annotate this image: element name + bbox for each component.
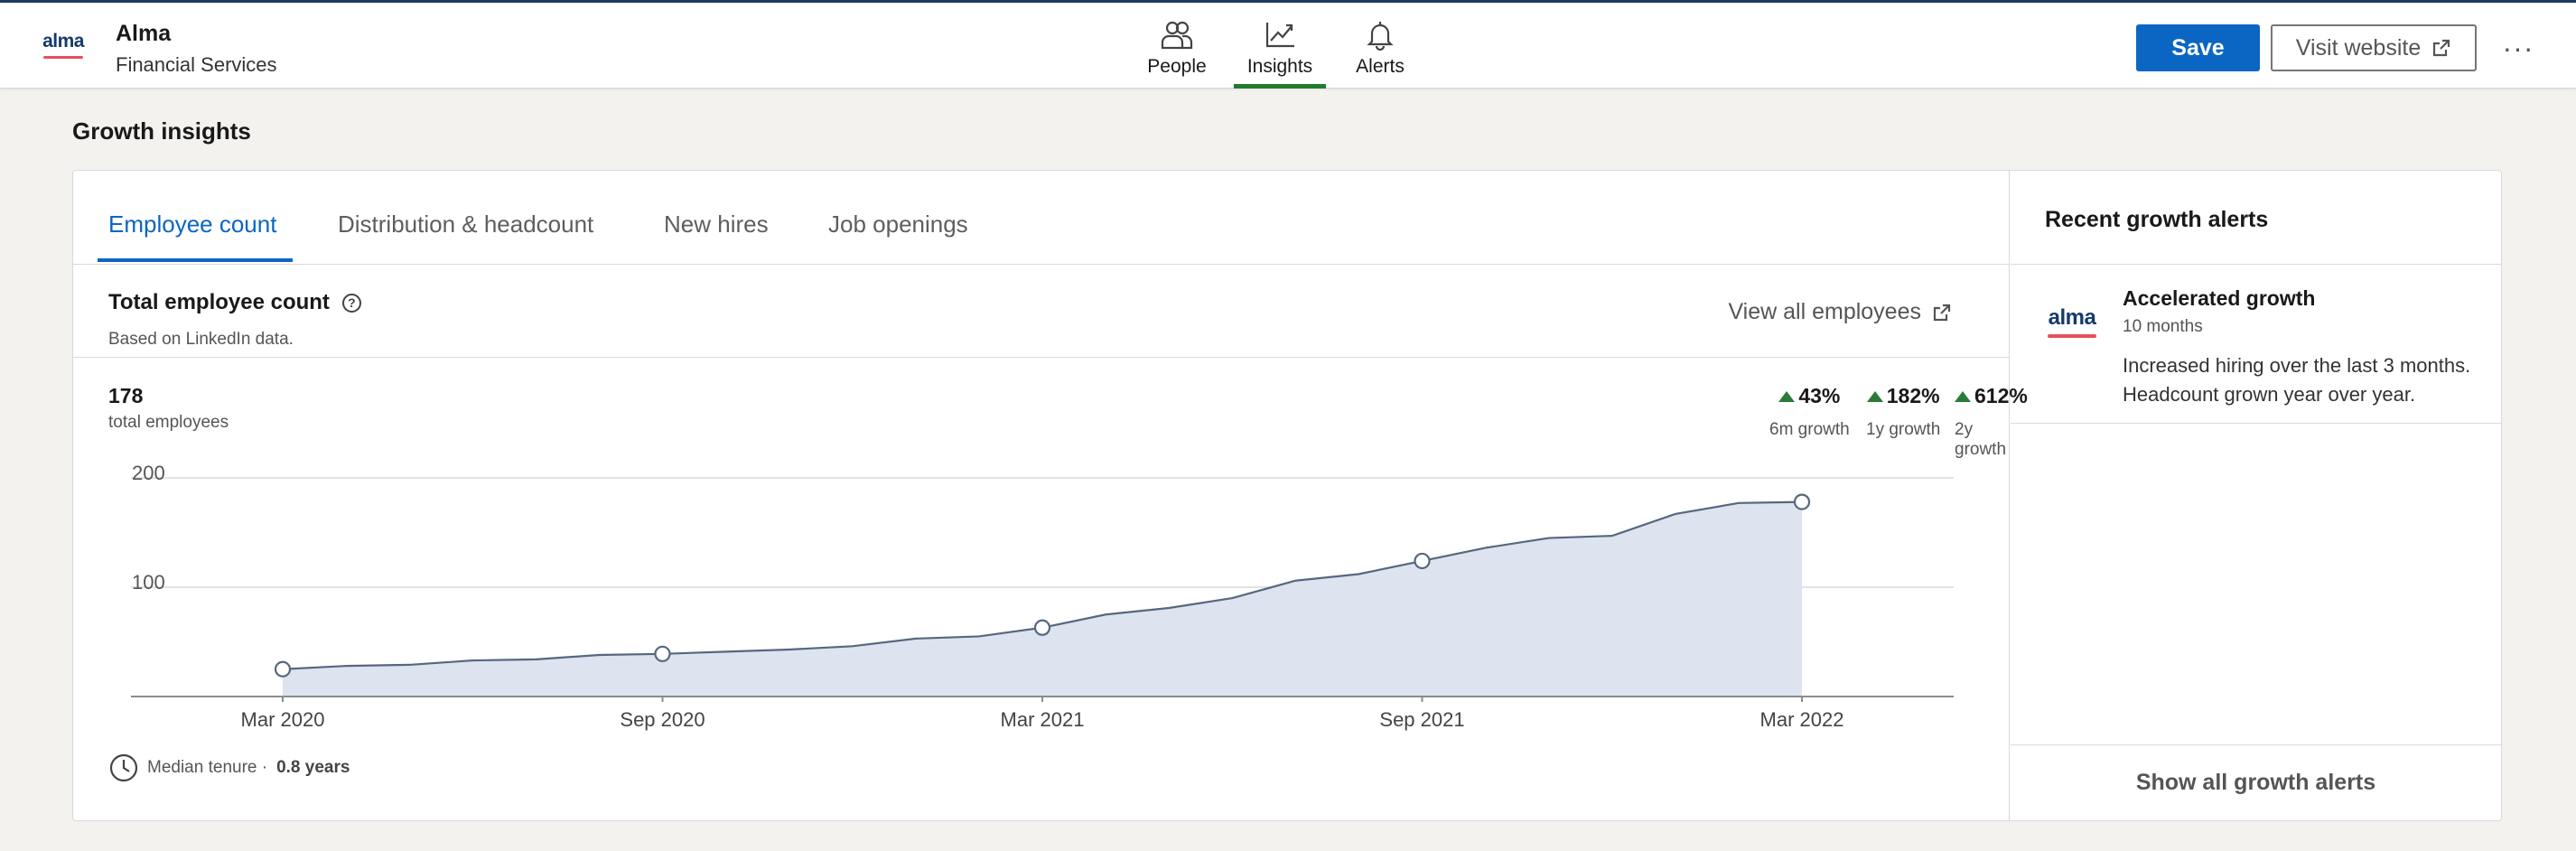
- alert-item[interactable]: alma Accelerated growth 10 months Increa…: [2011, 265, 2501, 424]
- nav-insights-label: Insights: [1246, 56, 1313, 77]
- employee-count-panel: Employee count Distribution & headcount …: [73, 171, 2028, 820]
- stat-subtitle: Based on LinkedIn data.: [108, 330, 294, 349]
- stat-header: Total employee count ? Based on LinkedIn…: [73, 265, 2010, 358]
- company-logo[interactable]: alma: [36, 23, 90, 68]
- logo-text: alma: [42, 31, 84, 51]
- alert-logo-underline: [2048, 334, 2096, 338]
- growth-1y: 182% 1y growth: [1866, 384, 1940, 440]
- visit-website-label: Visit website: [2295, 34, 2422, 61]
- total-employees-label: total employees: [108, 413, 229, 432]
- company-industry: Financial Services: [116, 53, 277, 76]
- growth-2y: 612% 2y growth: [1955, 384, 2028, 460]
- show-all-growth-alerts-button[interactable]: Show all growth alerts: [2011, 744, 2501, 820]
- company-name[interactable]: Alma: [116, 21, 172, 46]
- x-tick-label: Mar 2022: [1760, 708, 1844, 731]
- data-point-marker: [1033, 619, 1051, 636]
- alert-logo-text: alma: [2048, 305, 2096, 330]
- clock-icon: [109, 753, 138, 782]
- up-arrow-icon: [1955, 390, 1971, 402]
- company-header: alma Alma Financial Services People Insi…: [0, 0, 2576, 89]
- people-icon: [1161, 21, 1193, 50]
- visit-website-button[interactable]: Visit website: [2271, 24, 2477, 71]
- data-point-marker: [654, 645, 671, 662]
- help-icon[interactable]: ?: [341, 293, 361, 313]
- median-tenure-label: Median tenure ·: [147, 758, 268, 777]
- alert-title: Accelerated growth: [2123, 286, 2316, 310]
- employee-count-chart: 100 200 Mar 2020 Sep 2020 Mar 2021 Sep 2021 Ma…: [131, 462, 1954, 731]
- bell-icon: [1367, 22, 1394, 51]
- data-point-marker: [1793, 493, 1811, 510]
- median-tenure: Median tenure · 0.8 years: [109, 753, 350, 782]
- growth-1y-value: 182%: [1886, 384, 1940, 407]
- view-all-employees-link[interactable]: View all employees: [1728, 299, 1952, 325]
- growth-1y-label: 1y growth: [1866, 420, 1941, 439]
- more-options-button[interactable]: ···: [2502, 31, 2534, 64]
- logo-underline: [43, 56, 83, 59]
- growth-6m: 43% 6m growth: [1769, 384, 1850, 440]
- stat-title: Total employee count ?: [108, 290, 361, 315]
- company-nav: People Insights Alerts: [1138, 15, 1416, 89]
- insights-tabs: Employee count Distribution & headcount …: [73, 171, 2010, 265]
- nav-alerts-label: Alerts: [1356, 56, 1405, 77]
- area-fill: [283, 501, 1802, 697]
- up-arrow-icon: [1866, 390, 1883, 402]
- alerts-title: Recent growth alerts: [2045, 207, 2269, 232]
- up-arrow-icon: [1778, 390, 1796, 402]
- tab-employee-count[interactable]: Employee count: [108, 210, 277, 238]
- growth-6m-label: 6m growth: [1769, 420, 1850, 439]
- x-tick-label: Mar 2020: [241, 708, 325, 731]
- nav-people[interactable]: People: [1138, 15, 1216, 88]
- stat-title-text: Total employee count: [108, 290, 330, 314]
- section-title: Growth insights: [72, 117, 251, 145]
- tab-job-openings[interactable]: Job openings: [828, 210, 968, 238]
- x-tick-label: Mar 2021: [1001, 708, 1085, 731]
- nav-insights[interactable]: Insights: [1234, 15, 1326, 89]
- alert-company-logo: alma: [2045, 303, 2099, 342]
- median-tenure-value: 0.8 years: [276, 758, 350, 777]
- nav-alerts[interactable]: Alerts: [1344, 15, 1416, 88]
- growth-2y-value: 612%: [1974, 384, 2028, 407]
- active-tab-indicator: [98, 258, 293, 262]
- alert-body: Increased hiring over the last 3 months.…: [2123, 354, 2471, 406]
- chart-icon: [1265, 23, 1294, 48]
- view-all-label: View all employees: [1728, 299, 1921, 324]
- growth-2y-label: 2y growth: [1955, 420, 2007, 459]
- nav-people-label: People: [1147, 56, 1207, 77]
- data-point-marker: [274, 660, 292, 678]
- total-employees-value: 178: [108, 384, 144, 407]
- save-button[interactable]: Save: [2136, 24, 2260, 71]
- x-tick-label: Sep 2021: [1379, 708, 1464, 731]
- x-tick-label: Sep 2020: [620, 708, 705, 731]
- data-point-marker: [1414, 552, 1431, 570]
- external-link-icon: [1933, 304, 1951, 321]
- y-tick-label-100: 100: [132, 571, 165, 594]
- growth-alerts-panel: Recent growth alerts alma Accelerated gr…: [2011, 171, 2501, 820]
- y-tick-label-200: 200: [132, 462, 165, 484]
- alert-time: 10 months: [2123, 317, 2203, 336]
- tab-distribution-headcount[interactable]: Distribution & headcount: [338, 210, 594, 238]
- external-link-icon: [2433, 39, 2450, 57]
- tab-new-hires[interactable]: New hires: [664, 210, 769, 238]
- growth-insights-card: Employee count Distribution & headcount …: [72, 170, 2502, 821]
- growth-6m-value: 43%: [1798, 384, 1841, 407]
